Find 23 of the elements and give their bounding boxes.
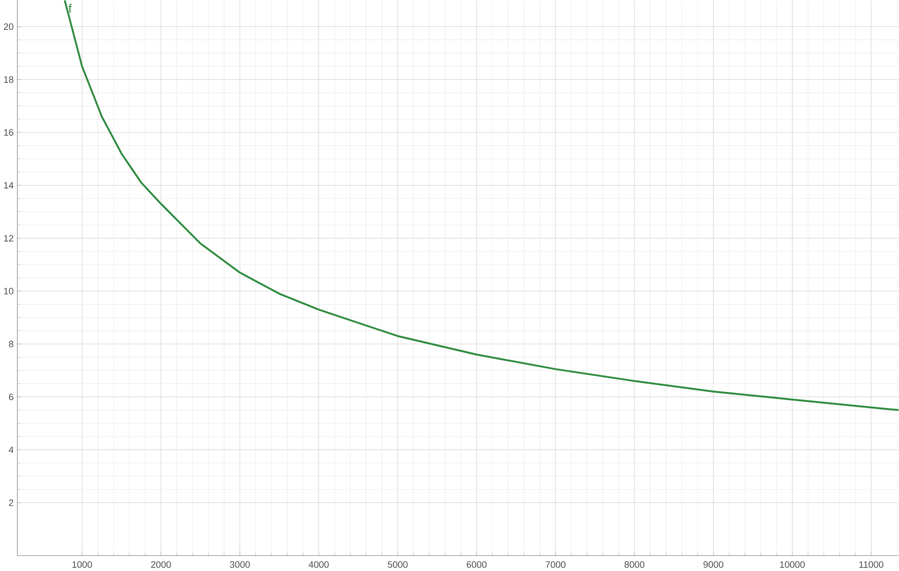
- y-tick-label: 8: [8, 340, 14, 348]
- y-tick-label: 12: [4, 234, 14, 242]
- series-label: f: [68, 4, 72, 13]
- y-tick-label: 10: [4, 288, 14, 294]
- x-tick-label: 7000: [546, 561, 566, 568]
- y-tick-label: 4: [8, 446, 14, 453]
- y-tick-label: 18: [4, 76, 14, 83]
- y-tick-label: 14: [4, 182, 14, 188]
- x-tick-label: 1000: [72, 561, 92, 568]
- x-tick-label: 8000: [624, 561, 644, 568]
- line-series: [64, 0, 899, 411]
- y-tick-label: 20: [4, 23, 14, 30]
- x-tick-label: 5000: [388, 561, 408, 568]
- y-tick-label: 16: [4, 129, 14, 136]
- x-tick-label: 10000: [780, 561, 805, 568]
- x-tick-label: 4000: [308, 561, 329, 568]
- y-tick-label: 6: [9, 393, 14, 400]
- x-tick-label: 3000: [230, 561, 250, 568]
- x-tick-label: 9000: [704, 561, 724, 568]
- x-tick-label: 2000: [151, 561, 171, 568]
- x-tick-label: 6000: [466, 561, 487, 568]
- x-tick-label: 11000: [859, 561, 884, 568]
- y-tick-label: 2: [9, 499, 14, 506]
